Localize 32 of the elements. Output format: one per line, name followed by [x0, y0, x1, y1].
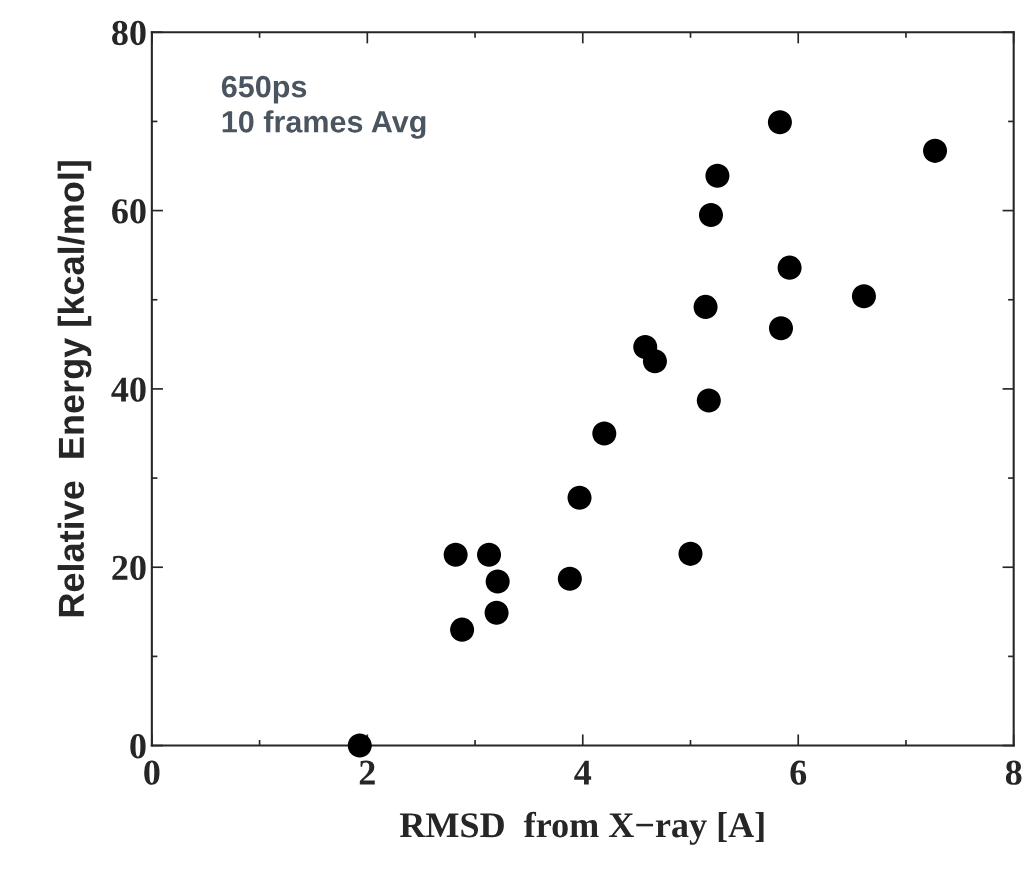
- point: [347, 733, 372, 758]
- point: [678, 541, 703, 566]
- point: [557, 566, 582, 591]
- point: [443, 542, 468, 567]
- y-axis-title: Relative Energy [kcal/mol]: [57, 161, 92, 617]
- point: [851, 284, 876, 309]
- point: [592, 421, 617, 446]
- point: [485, 569, 510, 594]
- point: [484, 600, 509, 625]
- x-tick-label: 8: [1005, 760, 1022, 785]
- point: [777, 255, 802, 280]
- point: [923, 138, 948, 163]
- y-tick-label: 40: [111, 377, 146, 402]
- x-axis-title: RMSD from X−ray [A]: [399, 811, 764, 845]
- y-tick-label: 80: [112, 20, 146, 46]
- x-tick-label: 4: [574, 760, 592, 785]
- point: [567, 485, 592, 510]
- y-tick-label: 60: [112, 199, 146, 224]
- point: [705, 163, 730, 188]
- point: [696, 388, 721, 413]
- annotation: 650ps 10 frames Avg: [221, 75, 426, 139]
- point: [450, 617, 475, 642]
- point: [768, 316, 794, 341]
- x-tick-label: 2: [359, 760, 375, 785]
- point: [693, 294, 718, 319]
- y-tick-label: 20: [112, 555, 146, 581]
- point: [477, 542, 502, 567]
- y-tick-label: 0: [130, 734, 146, 759]
- x-tick-label: 6: [790, 760, 807, 785]
- point: [698, 203, 723, 228]
- point: [767, 110, 792, 135]
- point: [642, 349, 667, 374]
